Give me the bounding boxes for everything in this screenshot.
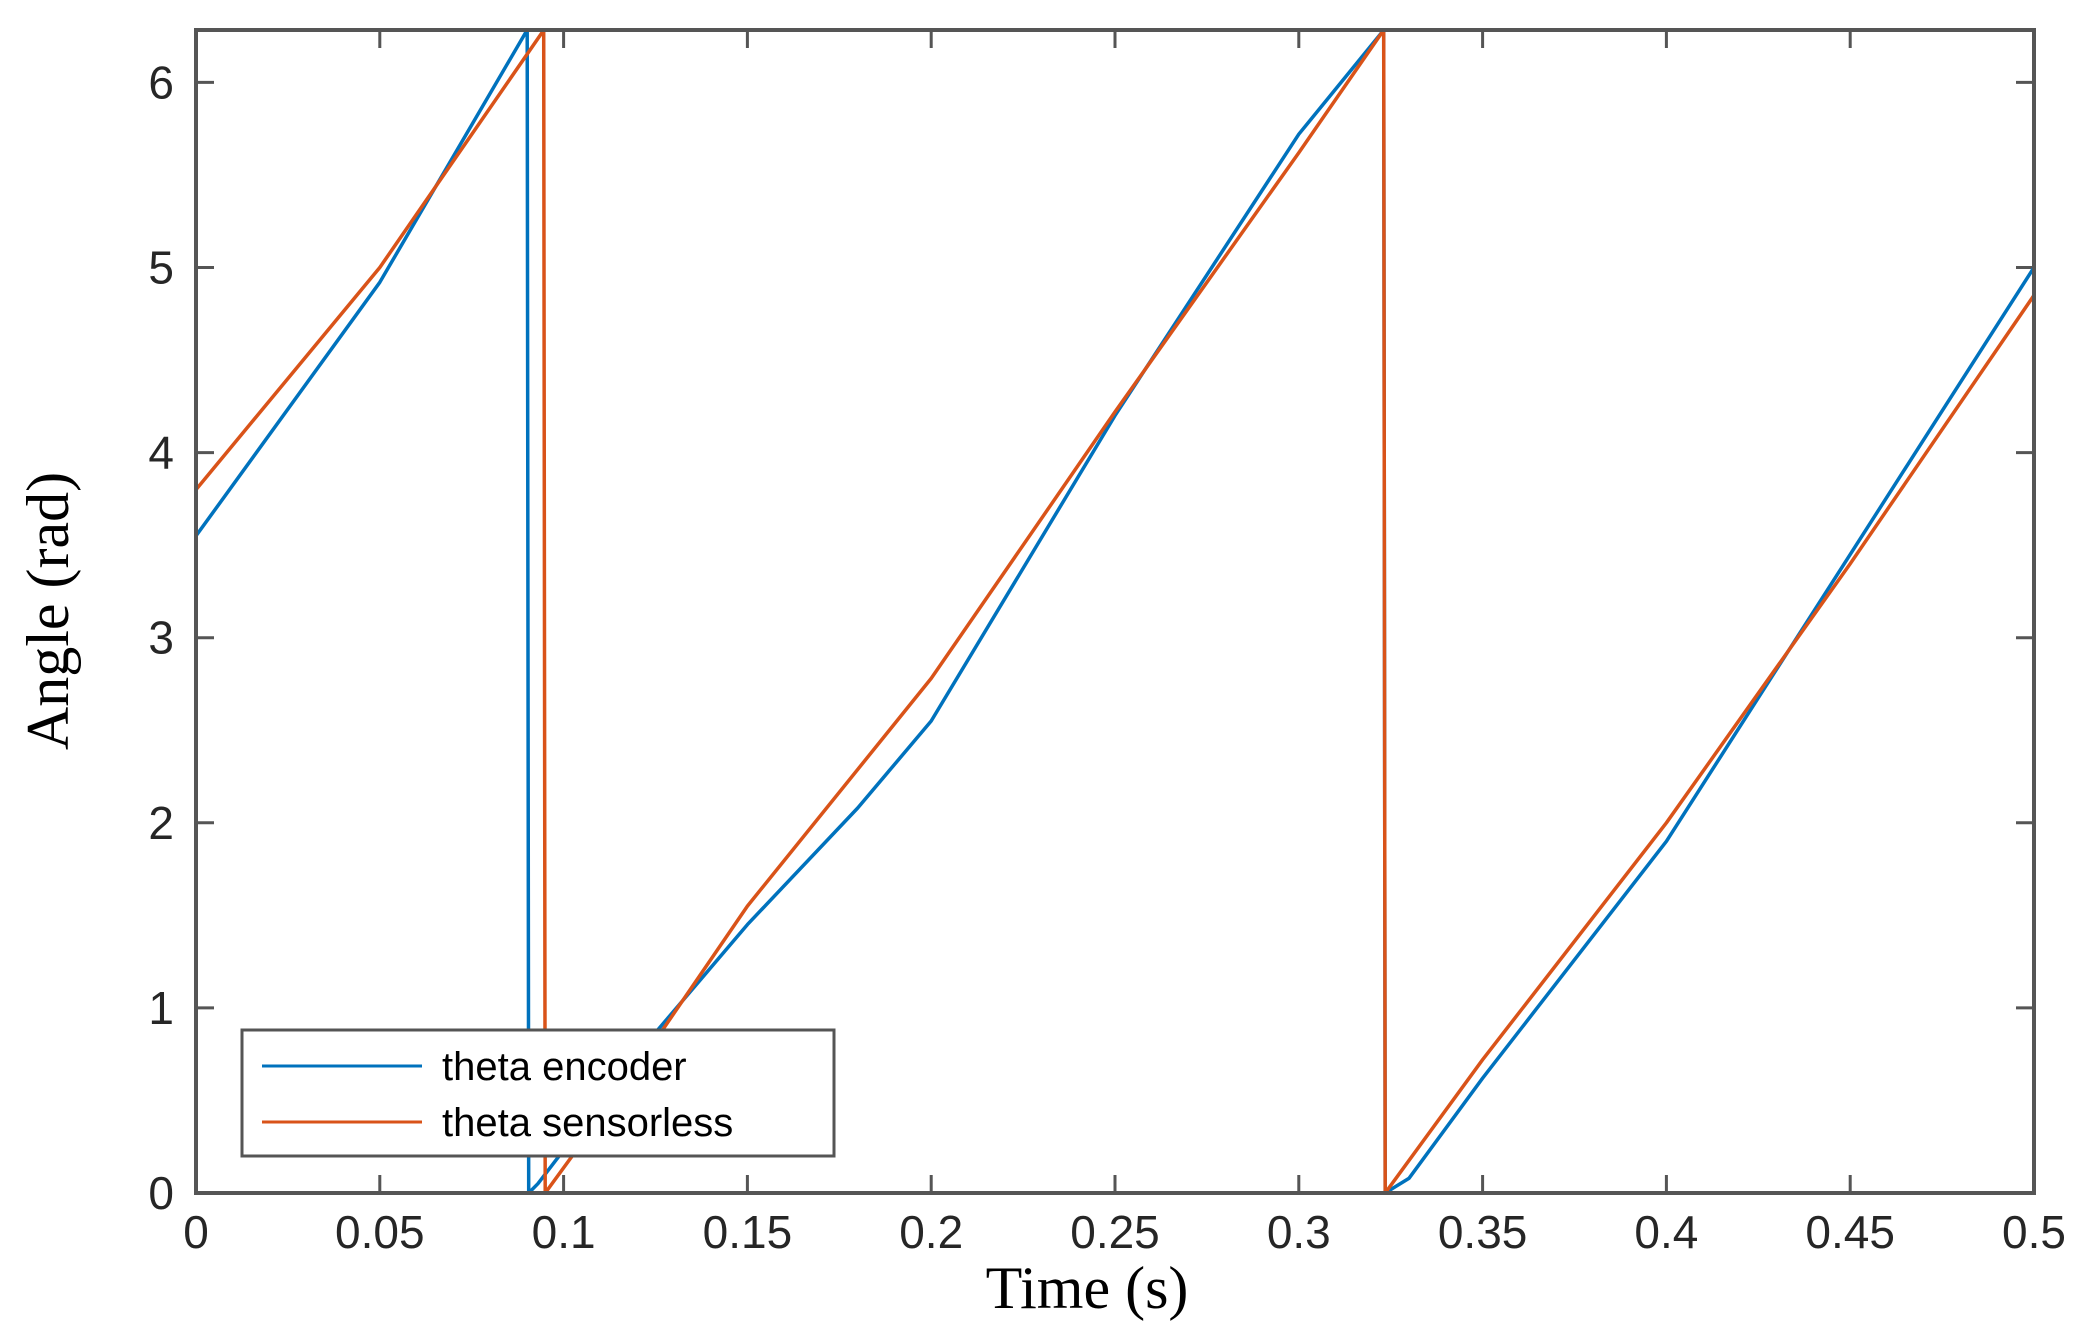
x-tick-labels: 0 0.05 0.1 0.15 0.2 0.25 0.3 0.35 0.4 0.45 0.5 <box>183 1206 2066 1258</box>
x-tick-label: 0.25 <box>1070 1206 1160 1258</box>
x-tick-label: 0 <box>183 1206 209 1258</box>
y-tick-label: 6 <box>148 56 174 108</box>
series-line-theta-encoder <box>196 30 2034 1193</box>
x-tick-label: 0.1 <box>532 1206 596 1258</box>
x-tick-label: 0.15 <box>703 1206 793 1258</box>
x-tick-label: 0.3 <box>1267 1206 1331 1258</box>
y-tick-label: 5 <box>148 241 174 293</box>
x-tick-label: 0.5 <box>2002 1206 2066 1258</box>
x-tick-label: 0.45 <box>1805 1206 1895 1258</box>
legend-box <box>240 1028 836 1158</box>
y-axis-title: Angle (rad) <box>15 472 81 750</box>
plot-area <box>196 30 2034 1193</box>
x-tick-label: 0.4 <box>1634 1206 1698 1258</box>
y-tick-label: 3 <box>148 612 174 664</box>
legend: theta encoder theta sensorless <box>240 1028 836 1158</box>
legend-label-sensorless: theta sensorless <box>442 1101 733 1145</box>
y-tick-labels: 0 1 2 3 4 5 6 <box>148 56 174 1219</box>
x-axis-title: Time (s) <box>986 1255 1189 1321</box>
legend-label-encoder: theta encoder <box>442 1045 687 1089</box>
x-tick-label: 0.35 <box>1438 1206 1528 1258</box>
x-tick-label: 0.2 <box>899 1206 963 1258</box>
y-tick-label: 1 <box>148 982 174 1034</box>
y-tick-label: 4 <box>148 427 174 479</box>
y-tick-label: 2 <box>148 797 174 849</box>
x-tick-label: 0.05 <box>335 1206 425 1258</box>
axes-box <box>194 28 2036 1195</box>
y-tick-label: 0 <box>148 1167 174 1219</box>
